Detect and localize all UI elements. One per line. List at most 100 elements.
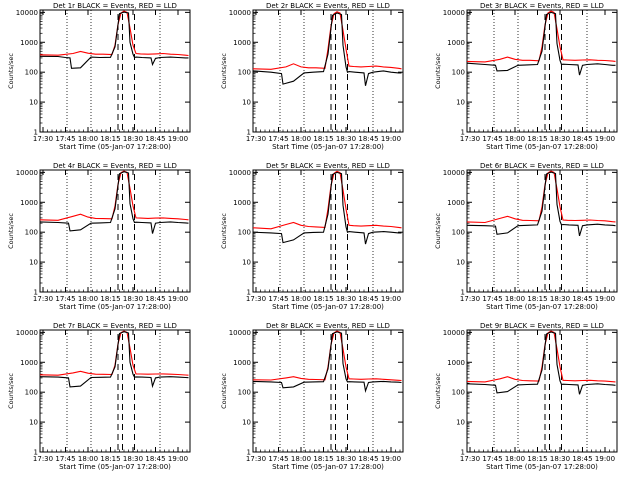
- y-tick-label: 1000: [233, 39, 251, 47]
- y-tick-label: 10: [29, 99, 38, 107]
- y-tick-label: 1000: [447, 39, 465, 47]
- y-tick-label: 100: [238, 69, 251, 77]
- x-tick-label: 18:30: [123, 295, 143, 303]
- detector-panel-6: Det 6r BLACK = Events, RED = LLD 1 10 100 10…: [434, 162, 618, 311]
- y-axis-label: Counts/sec: [220, 213, 228, 249]
- y-tick-label: 1: [34, 129, 38, 137]
- events-series-line: [466, 331, 616, 395]
- y-tick-label: 10: [29, 419, 38, 427]
- y-tick-label: 100: [25, 389, 38, 397]
- x-tick-label: 17:30: [246, 135, 266, 143]
- y-tick-label: 100: [452, 389, 465, 397]
- panel-title: Det 8r BLACK = Events, RED = LLD: [266, 322, 390, 330]
- x-tick-label: 18:00: [291, 455, 311, 463]
- y-axis-label: Counts/sec: [7, 213, 15, 249]
- x-tick-label: 19:00: [381, 295, 401, 303]
- x-tick-label: 18:15: [100, 135, 120, 143]
- axes-box: [39, 329, 191, 453]
- y-tick-label: 1: [461, 289, 465, 297]
- x-tick-label: 17:45: [482, 455, 502, 463]
- x-tick-label: 18:30: [336, 135, 356, 143]
- axes-box: [39, 9, 191, 133]
- x-tick-label: 17:45: [55, 135, 75, 143]
- y-tick-label: 10000: [16, 329, 38, 337]
- events-series-line: [39, 331, 189, 389]
- y-tick-label: 1: [34, 289, 38, 297]
- x-axis-label: Start Time (05-Jan-07 17:28:00): [486, 143, 598, 151]
- x-tick-label: 17:45: [55, 295, 75, 303]
- panel-title: Det 7r BLACK = Events, RED = LLD: [53, 322, 177, 330]
- x-tick-label: 18:45: [358, 135, 378, 143]
- x-tick-label: 18:30: [336, 295, 356, 303]
- y-tick-label: 10000: [443, 329, 465, 337]
- lld-series-line: [39, 170, 189, 221]
- x-tick-label: 17:30: [460, 295, 480, 303]
- y-tick-label: 100: [238, 389, 251, 397]
- x-tick-label: 17:30: [33, 295, 53, 303]
- axes-box: [252, 329, 404, 453]
- y-axis-label: Counts/sec: [7, 373, 15, 409]
- y-axis-label: Counts/sec: [434, 373, 442, 409]
- x-tick-label: 19:00: [595, 295, 615, 303]
- x-tick-label: 17:30: [460, 135, 480, 143]
- y-tick-label: 1: [247, 129, 251, 137]
- x-tick-label: 17:45: [268, 295, 288, 303]
- events-series-line: [39, 11, 189, 69]
- x-tick-label: 18:15: [527, 455, 547, 463]
- lld-series-line: [466, 10, 616, 63]
- x-tick-label: 18:00: [505, 455, 525, 463]
- x-tick-label: 18:45: [572, 135, 592, 143]
- x-tick-label: 18:45: [145, 295, 165, 303]
- panel-title: Det 3r BLACK = Events, RED = LLD: [480, 2, 604, 10]
- detector-panel-1: Det 1r BLACK = Events, RED = LLD 1 10 100 10…: [7, 2, 191, 151]
- panel-title: Det 1r BLACK = Events, RED = LLD: [53, 2, 177, 10]
- x-tick-label: 17:30: [246, 455, 266, 463]
- x-tick-label: 19:00: [168, 295, 188, 303]
- x-tick-label: 18:30: [550, 455, 570, 463]
- x-tick-label: 18:00: [505, 295, 525, 303]
- x-tick-label: 18:45: [145, 455, 165, 463]
- y-tick-label: 10: [242, 419, 251, 427]
- y-axis-label: Counts/sec: [434, 53, 442, 89]
- axes-box: [466, 169, 618, 293]
- x-tick-label: 19:00: [168, 135, 188, 143]
- x-axis-label: Start Time (05-Jan-07 17:28:00): [59, 143, 171, 151]
- y-axis-label: Counts/sec: [7, 53, 15, 89]
- y-tick-label: 1000: [233, 359, 251, 367]
- x-tick-label: 18:00: [78, 295, 98, 303]
- y-axis-label: Counts/sec: [220, 373, 228, 409]
- y-tick-label: 10: [456, 419, 465, 427]
- x-tick-label: 17:45: [268, 135, 288, 143]
- lld-series-line: [466, 170, 616, 224]
- y-tick-label: 10000: [443, 9, 465, 17]
- detector-panel-3: Det 3r BLACK = Events, RED = LLD 1 10 100 10…: [434, 2, 618, 151]
- x-tick-label: 19:00: [381, 135, 401, 143]
- y-tick-label: 1: [34, 449, 38, 457]
- x-tick-label: 18:00: [505, 135, 525, 143]
- detector-panel-2: Det 2r BLACK = Events, RED = LLD 1 10 100 10…: [220, 2, 404, 151]
- y-tick-label: 100: [25, 229, 38, 237]
- x-axis-label: Start Time (05-Jan-07 17:28:00): [272, 303, 384, 311]
- events-series-line: [252, 12, 402, 86]
- x-tick-label: 18:45: [358, 455, 378, 463]
- axes-box: [39, 169, 191, 293]
- x-tick-label: 18:30: [123, 135, 143, 143]
- y-tick-label: 10: [29, 259, 38, 267]
- x-tick-label: 18:15: [527, 135, 547, 143]
- y-tick-label: 1000: [20, 359, 38, 367]
- events-series-line: [252, 331, 402, 394]
- x-tick-label: 17:45: [55, 455, 75, 463]
- y-tick-label: 1000: [447, 199, 465, 207]
- detector-panel-5: Det 5r BLACK = Events, RED = LLD 1 10 100 10…: [220, 162, 404, 311]
- x-tick-label: 17:45: [482, 295, 502, 303]
- y-tick-label: 10: [456, 259, 465, 267]
- y-tick-label: 1: [461, 129, 465, 137]
- y-tick-label: 10000: [229, 169, 251, 177]
- detector-panel-7: Det 7r BLACK = Events, RED = LLD 1 10 100 10…: [7, 322, 191, 471]
- x-tick-label: 18:00: [291, 135, 311, 143]
- x-axis-label: Start Time (05-Jan-07 17:28:00): [272, 463, 384, 471]
- lld-series-line: [252, 170, 402, 230]
- x-tick-label: 18:45: [572, 295, 592, 303]
